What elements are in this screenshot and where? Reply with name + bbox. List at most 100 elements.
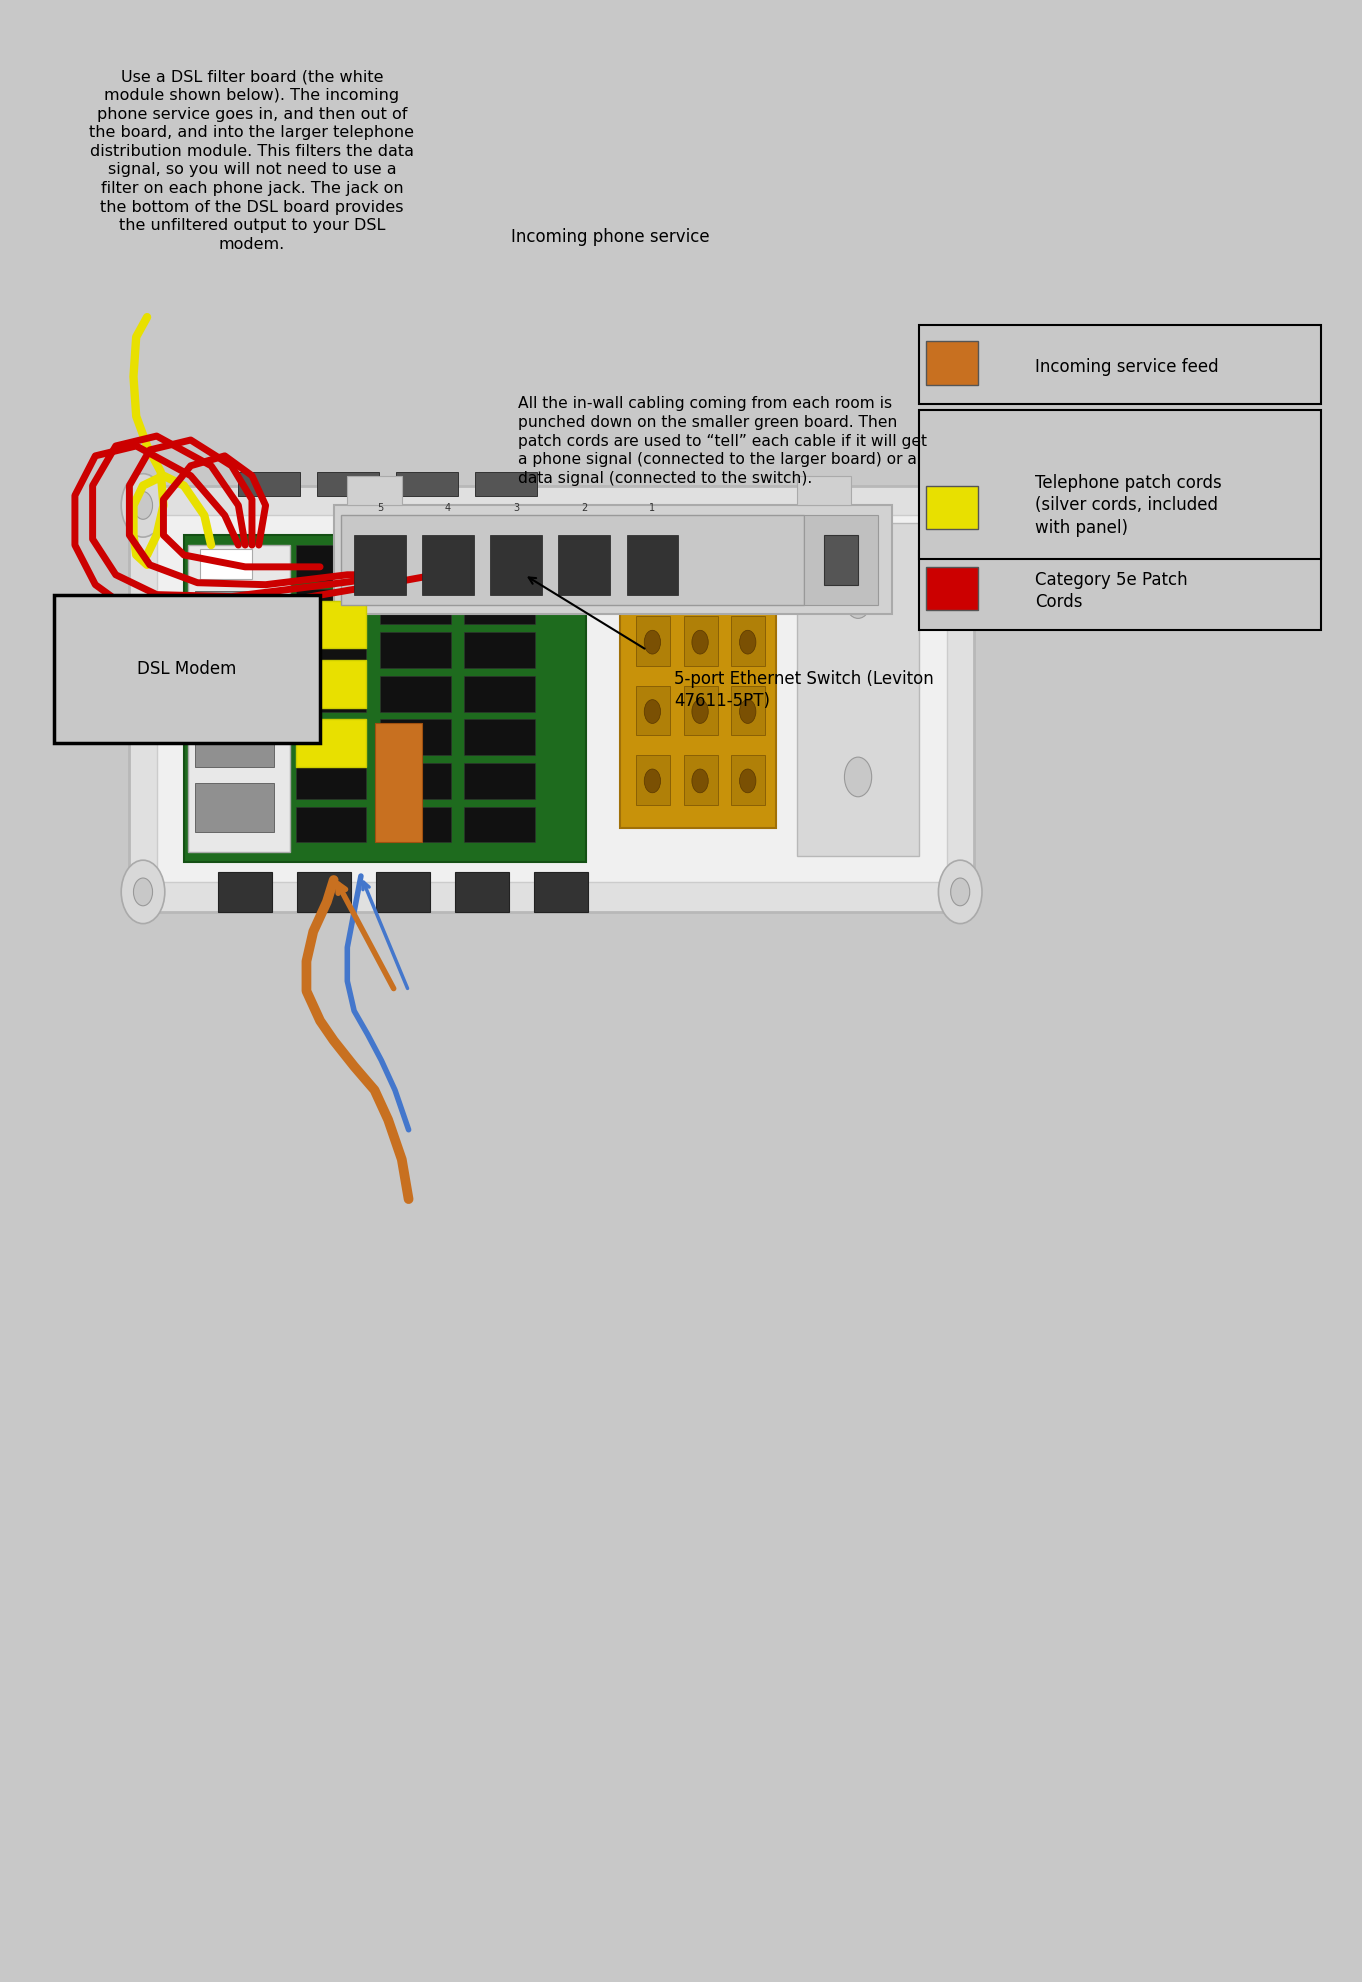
Bar (919, 325, 1321, 404)
Text: 5-port Ethernet Switch (Leviton
47611-5PT): 5-port Ethernet Switch (Leviton 47611-5P… (674, 670, 934, 710)
Bar (218, 872, 272, 912)
Bar (296, 676, 366, 712)
Circle shape (644, 769, 661, 793)
Text: Incoming service feed: Incoming service feed (1035, 357, 1219, 377)
Circle shape (740, 700, 756, 723)
Bar (375, 723, 422, 842)
Bar (534, 872, 588, 912)
Bar (455, 872, 509, 912)
Bar (684, 686, 718, 735)
Bar (731, 616, 765, 666)
Bar (684, 616, 718, 666)
Bar (296, 763, 366, 799)
Bar (129, 486, 974, 912)
Bar (380, 632, 451, 668)
Bar (347, 476, 402, 505)
Bar (380, 719, 451, 755)
Bar (334, 505, 892, 614)
Text: DSL Modem: DSL Modem (138, 660, 236, 678)
Circle shape (844, 579, 872, 618)
Bar (919, 551, 1321, 630)
Bar (317, 472, 379, 496)
Circle shape (740, 630, 756, 654)
Bar (297, 872, 351, 912)
Bar (188, 545, 290, 852)
Circle shape (644, 630, 661, 654)
Text: Category 5e Patch
Cords: Category 5e Patch Cords (1035, 571, 1188, 610)
Bar (296, 660, 366, 708)
Bar (296, 719, 366, 755)
Circle shape (644, 700, 661, 723)
Bar (396, 472, 458, 496)
Bar (475, 472, 537, 496)
Bar (296, 719, 366, 767)
Text: Telephone patch cords
(silver cords, included
with panel): Telephone patch cords (silver cords, inc… (1035, 474, 1222, 537)
Bar (464, 763, 535, 799)
Text: 2: 2 (582, 503, 587, 513)
Bar (380, 545, 451, 581)
Bar (731, 686, 765, 735)
Bar (296, 807, 366, 842)
Bar (340, 515, 804, 605)
Circle shape (938, 860, 982, 924)
Bar (376, 872, 430, 912)
Text: Incoming phone service: Incoming phone service (511, 228, 710, 246)
Bar (464, 676, 535, 712)
Bar (636, 686, 670, 735)
Bar (490, 535, 542, 595)
Circle shape (121, 474, 165, 537)
Bar (731, 755, 765, 805)
Bar (804, 515, 878, 605)
Bar (926, 341, 978, 385)
Bar (558, 535, 610, 595)
Bar (636, 616, 670, 666)
Bar (620, 601, 776, 828)
Text: 3: 3 (513, 503, 519, 513)
Bar (636, 755, 670, 805)
Circle shape (844, 757, 872, 797)
Text: 5: 5 (377, 503, 383, 513)
Text: 1: 1 (650, 503, 655, 513)
Bar (464, 545, 535, 581)
Text: Use a DSL filter board (the white
module shown below). The incoming
phone servic: Use a DSL filter board (the white module… (90, 69, 414, 252)
Bar (195, 591, 274, 640)
Bar (926, 486, 978, 529)
Bar (296, 589, 366, 624)
Bar (464, 589, 535, 624)
Bar (296, 545, 366, 581)
Bar (380, 763, 451, 799)
Circle shape (692, 700, 708, 723)
Circle shape (951, 492, 970, 519)
Bar (797, 523, 919, 856)
Bar (195, 717, 274, 767)
Bar (919, 410, 1321, 559)
Bar (464, 632, 535, 668)
Bar (195, 783, 274, 832)
Bar (926, 567, 978, 610)
Bar (54, 595, 320, 743)
Circle shape (133, 878, 153, 906)
Bar (380, 589, 451, 624)
Circle shape (692, 630, 708, 654)
Bar (464, 719, 535, 755)
Bar (824, 535, 858, 585)
Bar (354, 535, 406, 595)
Bar (184, 535, 586, 862)
Bar (238, 472, 300, 496)
Bar (296, 601, 366, 648)
Circle shape (121, 860, 165, 924)
Bar (380, 807, 451, 842)
Bar (296, 632, 366, 668)
Bar (627, 535, 678, 595)
Bar (684, 755, 718, 805)
Text: 4: 4 (445, 503, 451, 513)
Bar (380, 676, 451, 712)
Bar (200, 549, 252, 579)
Text: All the in-wall cabling coming from each room is
punched down on the smaller gre: All the in-wall cabling coming from each… (518, 396, 926, 486)
Circle shape (740, 769, 756, 793)
Circle shape (692, 769, 708, 793)
Circle shape (951, 878, 970, 906)
Bar (797, 476, 851, 505)
Bar (157, 515, 947, 882)
Bar (195, 654, 274, 704)
